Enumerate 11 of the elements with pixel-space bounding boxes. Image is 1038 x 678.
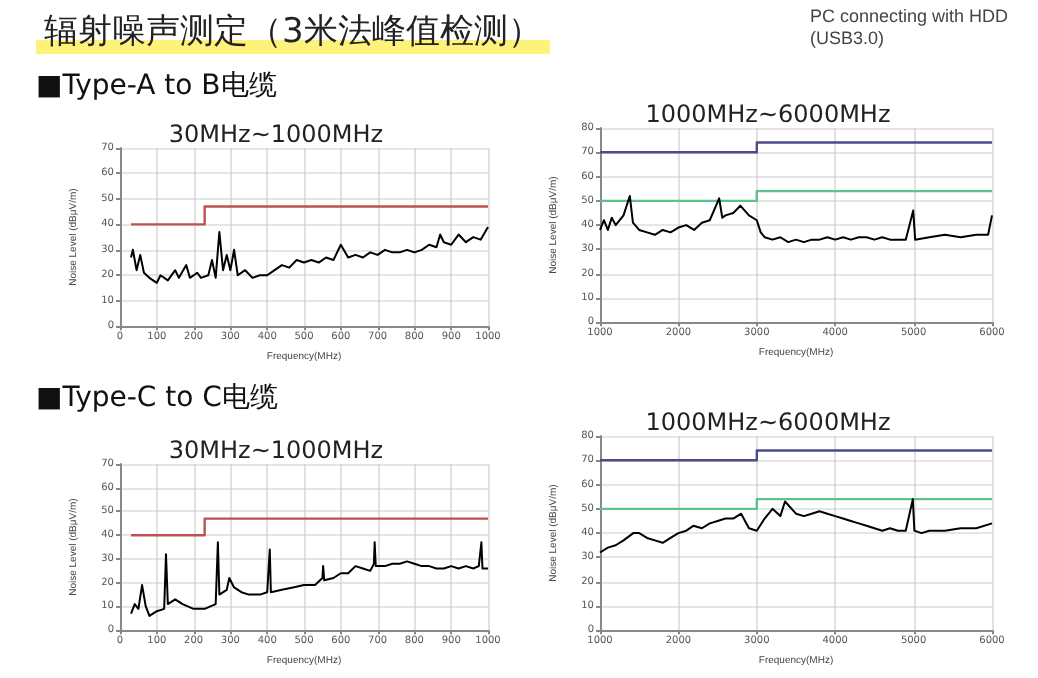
text: ■Type-C to C电缆 [36,380,278,416]
line-series [130,225,489,284]
chart-title: 1000MHz~6000MHz [645,408,891,436]
line-series [599,498,993,554]
chart-title: 30MHz~1000MHz [168,120,384,148]
text: ■Type-A to B电缆 [36,68,277,104]
line-series [130,541,489,617]
chart-title: 1000MHz~6000MHz [645,100,891,128]
line-series [599,194,993,244]
chart-title: 30MHz~1000MHz [168,436,384,464]
text: PC connecting with HDD (USB3.0) [810,6,1009,50]
